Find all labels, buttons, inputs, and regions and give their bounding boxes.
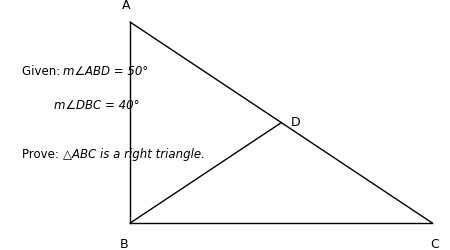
Text: △ABC is a right triangle.: △ABC is a right triangle.	[63, 148, 205, 161]
Text: D: D	[290, 116, 300, 129]
Text: m∠DBC = 40°: m∠DBC = 40°	[54, 99, 140, 112]
Text: A: A	[122, 0, 130, 12]
Text: B: B	[119, 238, 128, 250]
Text: m∠ABD = 50°: m∠ABD = 50°	[63, 64, 148, 78]
Text: Prove:: Prove:	[22, 148, 63, 161]
Text: Given:: Given:	[22, 64, 64, 78]
Text: C: C	[430, 238, 439, 250]
